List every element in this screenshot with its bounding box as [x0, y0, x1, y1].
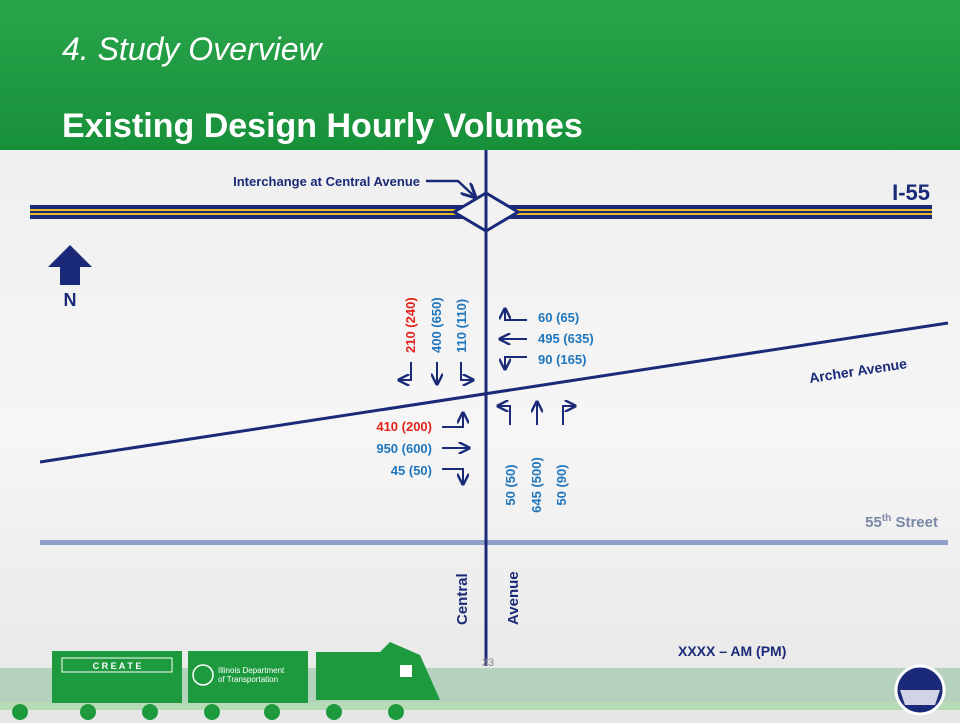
volume-label: 400 (650) — [429, 297, 444, 353]
volume-label: 495 (635) — [538, 331, 594, 346]
volume-label: 50 (50) — [503, 464, 518, 505]
interchange-label: Interchange at Central Avenue — [233, 174, 420, 189]
volume-label: 110 (110) — [454, 299, 469, 353]
highway-label: I-55 — [892, 180, 930, 205]
volume-label: 45 (50) — [391, 463, 432, 478]
55th-street-label: 55th Street — [865, 513, 938, 531]
section-title: 4. Study Overview — [62, 31, 324, 67]
volume-label: 210 (240) — [403, 297, 418, 353]
create-logo: C R E A T E — [93, 661, 142, 671]
volume-label: 950 (600) — [376, 441, 432, 456]
volume-label: 60 (65) — [538, 310, 579, 325]
study-logo — [896, 666, 944, 714]
volume-label: 90 (165) — [538, 352, 586, 367]
55th-street-road — [40, 540, 948, 545]
volume-label: 645 (500) — [529, 457, 544, 513]
volume-label: 50 (90) — [554, 464, 569, 505]
slide: 4. Study Overview Existing Design Hourly… — [0, 0, 960, 723]
slide-title: Existing Design Hourly Volumes — [62, 107, 583, 145]
southbound-arrows — [400, 362, 472, 383]
idot-logo: Illinois Department — [218, 666, 285, 675]
legend-label: XXXX – AM (PM) — [678, 643, 786, 659]
page-number: 33 — [482, 657, 494, 669]
avenue-label: Avenue — [505, 571, 522, 625]
north-label: N — [64, 290, 77, 310]
central-label: Central — [454, 573, 471, 625]
idot-logo: of Transportation — [218, 675, 278, 684]
volume-label: 410 (200) — [376, 419, 432, 434]
northbound-arrows — [499, 403, 574, 425]
